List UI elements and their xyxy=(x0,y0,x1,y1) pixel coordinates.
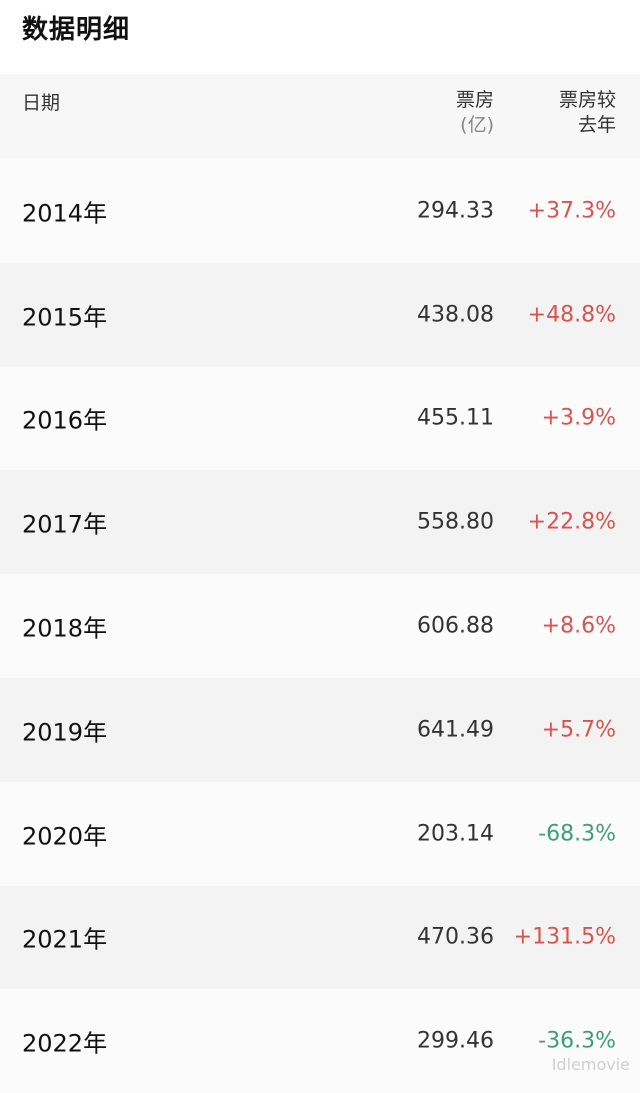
row-change: +8.6% xyxy=(541,613,616,639)
row-box-office: 558.80 xyxy=(417,509,494,535)
row-change: +131.5% xyxy=(513,924,616,950)
page-title: 数据明细 xyxy=(22,15,131,45)
row-box-office: 606.88 xyxy=(417,613,494,639)
header-change-line1: 票房较 xyxy=(558,89,616,111)
table-row[interactable]: 2015年 438.08 +48.8% xyxy=(0,262,640,367)
header-change-line2: 去年 xyxy=(577,114,616,136)
row-date: 2022年 xyxy=(22,1029,108,1058)
row-box-office: 203.14 xyxy=(417,821,494,847)
row-date: 2016年 xyxy=(22,406,108,435)
row-change: -36.3% xyxy=(538,1028,616,1054)
row-change: +48.8% xyxy=(527,302,616,328)
header-box-office-label: 票房 xyxy=(455,89,494,111)
row-box-office: 641.49 xyxy=(417,717,494,743)
table-row[interactable]: 2014年 294.33 +37.3% xyxy=(0,159,640,263)
watermark-text: Idlemovie xyxy=(551,1055,630,1074)
data-table: 日期 票房 (亿) 票房较 去年 2014年 294.33 +37.3% 201… xyxy=(0,74,640,1093)
row-change: -68.3% xyxy=(538,821,616,847)
table-header: 日期 票房 (亿) 票房较 去年 xyxy=(0,74,640,159)
row-change: +37.3% xyxy=(527,198,616,224)
row-box-office: 438.08 xyxy=(417,302,494,328)
table-row[interactable]: 2016年 455.11 +3.9% xyxy=(0,366,640,471)
header-date: 日期 xyxy=(22,92,61,114)
row-change: +5.7% xyxy=(541,717,616,743)
table-row[interactable]: 2021年 470.36 +131.5% xyxy=(0,885,640,990)
row-change: +22.8% xyxy=(527,509,616,535)
table-row[interactable]: 2019年 641.49 +5.7% xyxy=(0,677,640,782)
table-row[interactable]: 2017年 558.80 +22.8% xyxy=(0,470,640,575)
row-box-office: 455.11 xyxy=(417,405,494,431)
header-box-office: 票房 (亿) xyxy=(456,88,494,138)
row-date: 2017年 xyxy=(22,510,108,539)
row-date: 2014年 xyxy=(22,199,108,228)
row-date: 2020年 xyxy=(22,822,108,851)
table-row[interactable]: 2022年 299.46 -36.3% xyxy=(0,989,640,1093)
table-row[interactable]: 2020年 203.14 -68.3% xyxy=(0,781,640,886)
header-change: 票房较 去年 xyxy=(536,88,616,138)
row-date: 2018年 xyxy=(22,614,108,643)
header-box-office-unit: (亿) xyxy=(460,114,494,136)
row-box-office: 470.36 xyxy=(417,924,494,950)
table-row[interactable]: 2018年 606.88 +8.6% xyxy=(0,574,640,678)
row-change: +3.9% xyxy=(541,405,616,431)
row-box-office: 299.46 xyxy=(417,1028,494,1054)
row-date: 2019年 xyxy=(22,718,108,747)
row-box-office: 294.33 xyxy=(417,198,494,224)
row-date: 2015年 xyxy=(22,303,108,332)
row-date: 2021年 xyxy=(22,925,108,954)
